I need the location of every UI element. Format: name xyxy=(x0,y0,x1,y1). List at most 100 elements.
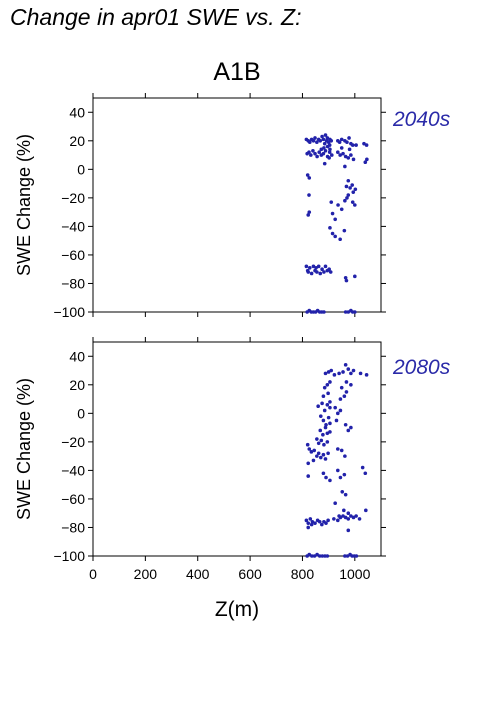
x-tick-label: 1000 xyxy=(339,566,370,582)
data-point xyxy=(307,210,312,214)
data-point xyxy=(317,519,322,524)
data-point xyxy=(320,134,324,139)
data-point xyxy=(317,150,322,155)
data-point xyxy=(324,422,328,427)
data-point xyxy=(336,518,340,523)
data-point xyxy=(321,432,325,437)
data-point xyxy=(328,226,332,230)
data-point xyxy=(323,133,328,137)
data-point xyxy=(343,363,348,367)
data-point xyxy=(333,234,337,239)
data-point xyxy=(347,136,351,140)
data-point xyxy=(306,213,311,217)
data-point xyxy=(309,153,313,157)
data-point xyxy=(350,200,355,204)
data-point xyxy=(333,405,337,410)
data-point xyxy=(339,137,344,142)
data-point xyxy=(327,156,331,160)
data-point xyxy=(363,160,368,164)
data-point xyxy=(343,198,347,203)
data-point xyxy=(313,136,317,140)
x-axis-label: Z(m) xyxy=(215,598,259,621)
y-tick-label: −100 xyxy=(53,304,85,320)
data-point xyxy=(327,267,331,272)
data-point xyxy=(346,156,351,160)
data-point xyxy=(353,274,357,279)
x-tick-label: 400 xyxy=(186,566,210,582)
data-point xyxy=(307,265,312,270)
data-point xyxy=(326,451,330,456)
data-point xyxy=(325,402,330,407)
data-point xyxy=(315,437,319,441)
data-point xyxy=(349,371,353,376)
data-point xyxy=(349,425,353,430)
panel-title: A1B xyxy=(213,58,260,86)
data-point xyxy=(363,471,368,476)
data-point xyxy=(328,270,333,274)
data-point xyxy=(326,391,330,396)
y-tick-label: −40 xyxy=(61,218,85,234)
data-point xyxy=(321,137,326,142)
data-point xyxy=(322,141,327,146)
x-tick-label: 800 xyxy=(291,566,315,582)
y-axis-label: SWE Change (%) xyxy=(14,378,34,520)
data-point xyxy=(312,448,317,453)
y-axis-label: SWE Change (%) xyxy=(14,134,34,276)
data-point xyxy=(323,148,328,153)
data-point xyxy=(321,418,326,423)
data-point xyxy=(337,140,342,145)
y-tick-label: −60 xyxy=(61,491,85,507)
data-point xyxy=(311,458,316,463)
data-point xyxy=(322,442,326,447)
figure-title: Change in apr01 SWE vs. Z: xyxy=(10,4,302,30)
data-point xyxy=(364,373,369,377)
data-point xyxy=(313,521,317,525)
y-tick-label: 0 xyxy=(77,405,85,421)
data-point xyxy=(358,371,363,376)
data-point xyxy=(324,475,328,480)
y-tick-label: −20 xyxy=(61,190,85,206)
data-point xyxy=(329,200,334,204)
data-point xyxy=(334,418,339,423)
data-point xyxy=(346,428,351,433)
y-tick-label: 20 xyxy=(69,133,85,149)
data-point xyxy=(313,151,317,156)
data-point xyxy=(324,521,328,525)
data-point xyxy=(346,511,351,515)
data-point xyxy=(354,554,359,558)
data-point xyxy=(316,451,321,456)
y-tick-label: 0 xyxy=(77,161,85,177)
data-point xyxy=(327,150,332,155)
data-point xyxy=(311,139,316,143)
data-point xyxy=(339,385,344,390)
data-point xyxy=(349,153,353,157)
y-tick-label: −100 xyxy=(53,548,85,564)
data-point xyxy=(315,154,319,159)
data-point xyxy=(337,371,341,376)
data-point xyxy=(318,428,323,433)
data-point xyxy=(306,521,311,525)
data-point xyxy=(328,421,332,426)
data-point xyxy=(311,148,315,153)
data-point xyxy=(322,408,327,413)
data-point xyxy=(322,310,326,314)
data-point xyxy=(353,310,357,314)
data-point xyxy=(321,471,326,476)
data-point xyxy=(328,147,332,152)
data-point xyxy=(318,414,323,418)
data-point xyxy=(347,147,352,152)
data-point xyxy=(320,267,324,272)
data-point xyxy=(345,140,349,145)
data-point xyxy=(304,264,309,269)
data-point xyxy=(329,153,334,157)
data-point xyxy=(309,522,314,527)
data-point xyxy=(309,271,314,276)
data-point xyxy=(336,203,340,207)
data-point xyxy=(308,517,313,521)
data-point xyxy=(343,554,347,558)
y-tick-label: −80 xyxy=(61,275,85,291)
data-point xyxy=(342,472,347,477)
data-point xyxy=(346,178,351,183)
y-tick-label: 40 xyxy=(69,348,85,364)
data-point xyxy=(321,394,326,399)
